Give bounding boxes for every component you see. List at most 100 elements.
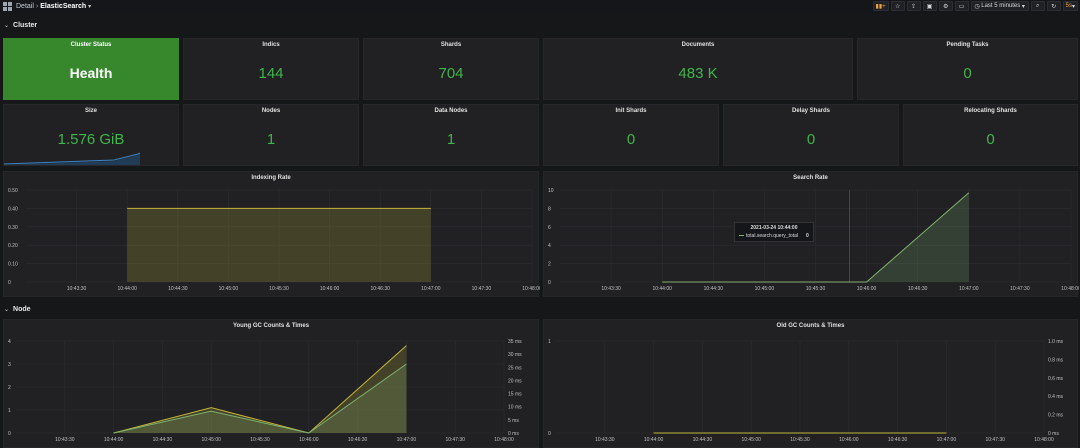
x-tick-label: 10:46:00 (299, 437, 319, 443)
chevron-down-icon[interactable]: ▾ (88, 4, 92, 10)
zoom-out-icon[interactable]: ⌕ (1030, 1, 1045, 11)
panel-title: Indexing Rate (251, 175, 291, 181)
star-icon[interactable]: ☆ (890, 1, 905, 11)
dashboard-title[interactable]: ElasticSearch (40, 3, 87, 10)
series-area (113, 345, 407, 433)
x-tick-label: 10:43:30 (67, 286, 87, 292)
x-tick-label: 10:46:30 (348, 437, 368, 443)
panel-old-gc[interactable]: Old GC Counts & Times 0 1 0 ms 0.2 ms 0.4 ms… (543, 319, 1078, 448)
refresh-button[interactable]: ↻ (1046, 1, 1061, 11)
panel-title: Data Nodes (434, 108, 468, 114)
refresh-interval-label: 5s (1065, 3, 1072, 9)
refresh-interval-picker[interactable]: 5s ▾ (1062, 1, 1078, 11)
stat-value: 483 K (678, 64, 718, 82)
y-tick-label: 0 (8, 431, 11, 437)
x-tick-label: 10:43:30 (595, 437, 615, 443)
y2-tick-label: 5 ms (508, 418, 519, 424)
y-tick-label: 4 (548, 243, 551, 249)
panel-init-shards[interactable]: Init Shards 0 (543, 104, 719, 166)
panel-title: Shards (440, 42, 462, 48)
y-tick-label: 0.10 (8, 262, 18, 268)
x-tick-label: 10:47:30 (985, 437, 1005, 443)
panel-relocating-shards[interactable]: Relocating Shards 0 (903, 104, 1078, 166)
panel-pending-tasks[interactable]: Pending Tasks 0 (857, 38, 1078, 100)
x-tick-label: 10:45:00 (201, 437, 221, 443)
panel-documents[interactable]: Documents 483 K (543, 38, 853, 100)
row-node[interactable]: ⌄ Node (0, 303, 1080, 315)
x-tick-label: 10:45:00 (219, 286, 239, 292)
x-tick-label: 10:47:30 (1010, 286, 1030, 292)
chevron-down-icon[interactable]: ⌄ (4, 22, 10, 29)
y2-tick-label: 0 ms (508, 431, 519, 437)
row-cluster[interactable]: ⌄ Cluster (0, 19, 1080, 31)
share-icon[interactable]: ⇪ (906, 1, 921, 11)
panel-title: Old GC Counts & Times (776, 323, 845, 329)
y-tick-label: 1 (8, 408, 11, 414)
x-tick-label: 10:44:30 (153, 437, 173, 443)
series-area (113, 364, 407, 433)
x-tick-label: 10:45:00 (741, 437, 761, 443)
panel-data-nodes[interactable]: Data Nodes 1 (363, 104, 539, 166)
panel-indics[interactable]: Indics 144 (183, 38, 359, 100)
x-tick-label: 10:44:30 (693, 437, 713, 443)
size-sparkline (4, 152, 141, 165)
panel-title: Delay Shards (791, 108, 831, 114)
chevron-down-icon[interactable]: ⌄ (4, 306, 10, 313)
panel-title: Cluster Status (70, 42, 112, 48)
breadcrumb-parent[interactable]: Detail (16, 3, 34, 10)
panel-indexing-rate[interactable]: Indexing Rate 0 0.10 0.20 0.30 0.40 0.50 10:43… (3, 171, 540, 297)
y-tick-label: 0.20 (8, 243, 18, 249)
y2-tick-label: 35 ms (508, 339, 522, 345)
time-picker-button[interactable]: ◷ Last 5 minutes ▾ (970, 1, 1029, 11)
x-tick-label: 10:44:00 (117, 286, 137, 292)
x-tick-label: 10:46:00 (320, 286, 340, 292)
x-tick-label: 10:47:30 (445, 437, 465, 443)
panel-title: Indics (262, 42, 280, 48)
y-tick-label: 4 (8, 339, 11, 345)
panel-nodes[interactable]: Nodes 1 (183, 104, 359, 166)
y-tick-label: 3 (8, 362, 11, 368)
gear-icon[interactable]: ⚙ (938, 1, 953, 11)
dashboard-grid-icon[interactable] (3, 2, 12, 11)
young-gc-chart: 0 1 2 3 4 0 ms 5 ms 10 ms 15 ms 20 ms 25 ms 30 ms 35… (8, 339, 522, 443)
top-navbar: Detail › ElasticSearch ▾ ▮▮+ ☆ ⇪ ▣ ⚙ ▭ ◷… (0, 0, 1080, 13)
tooltip-series: total.search.query_total (746, 233, 798, 239)
panel-search-rate[interactable]: Search Rate 0 2 4 6 8 10 10:43:30 10:44:00 10:44… (543, 171, 1079, 297)
stat-value: 0 (626, 130, 636, 148)
row-node-title: Node (13, 305, 31, 313)
x-tick-label: 10:46:30 (370, 286, 390, 292)
save-icon[interactable]: ▣ (922, 1, 937, 11)
y-tick-label: 6 (548, 225, 551, 231)
x-tick-label: 10:46:00 (839, 437, 859, 443)
panel-size[interactable]: Size 1.576 GiB (3, 104, 179, 166)
stat-value: 0 (806, 130, 816, 148)
stat-value: 144 (258, 64, 284, 82)
old-gc-chart: 0 1 0 ms 0.2 ms 0.4 ms 0.6 ms 0.8 ms 1.0 ms 10:4… (548, 339, 1064, 443)
panel-young-gc[interactable]: Young GC Counts & Times 0 1 2 3 4 0 ms 5 ms 10 … (3, 319, 539, 448)
x-tick-label: 10:44:00 (652, 286, 672, 292)
series-line (662, 192, 970, 283)
stat-value: 1 (266, 130, 276, 148)
time-range-label: Last 5 minutes (981, 3, 1021, 9)
x-tick-label: 10:48:00 (1061, 286, 1079, 292)
stat-value: 0 (963, 64, 972, 82)
panel-cluster-status[interactable]: Cluster Status Health (3, 38, 179, 100)
x-tick-label: 10:45:30 (250, 437, 270, 443)
x-tick-label: 10:47:00 (959, 286, 979, 292)
x-tick-label: 10:47:00 (937, 437, 957, 443)
stat-value: 1 (446, 130, 456, 148)
search-rate-chart: 0 2 4 6 8 10 10:43:30 10:44:00 10:44:30 10:45:00 1… (548, 188, 1079, 292)
y-tick-label: 0 (548, 431, 551, 437)
x-tick-label: 10:43:30 (601, 286, 621, 292)
add-panel-icon[interactable]: ▮▮+ (872, 1, 889, 11)
y-tick-label: 0 (548, 280, 551, 286)
y2-tick-label: 25 ms (508, 365, 522, 371)
y2-tick-label: 0.4 ms (1048, 394, 1064, 400)
stat-value: Health (69, 65, 113, 81)
panel-title: Documents (681, 42, 715, 48)
panel-title: Nodes (261, 108, 281, 114)
tv-mode-icon[interactable]: ▭ (954, 1, 969, 11)
y2-tick-label: 0.2 ms (1048, 413, 1064, 419)
panel-delay-shards[interactable]: Delay Shards 0 (723, 104, 899, 166)
panel-shards[interactable]: Shards 704 (363, 38, 539, 100)
